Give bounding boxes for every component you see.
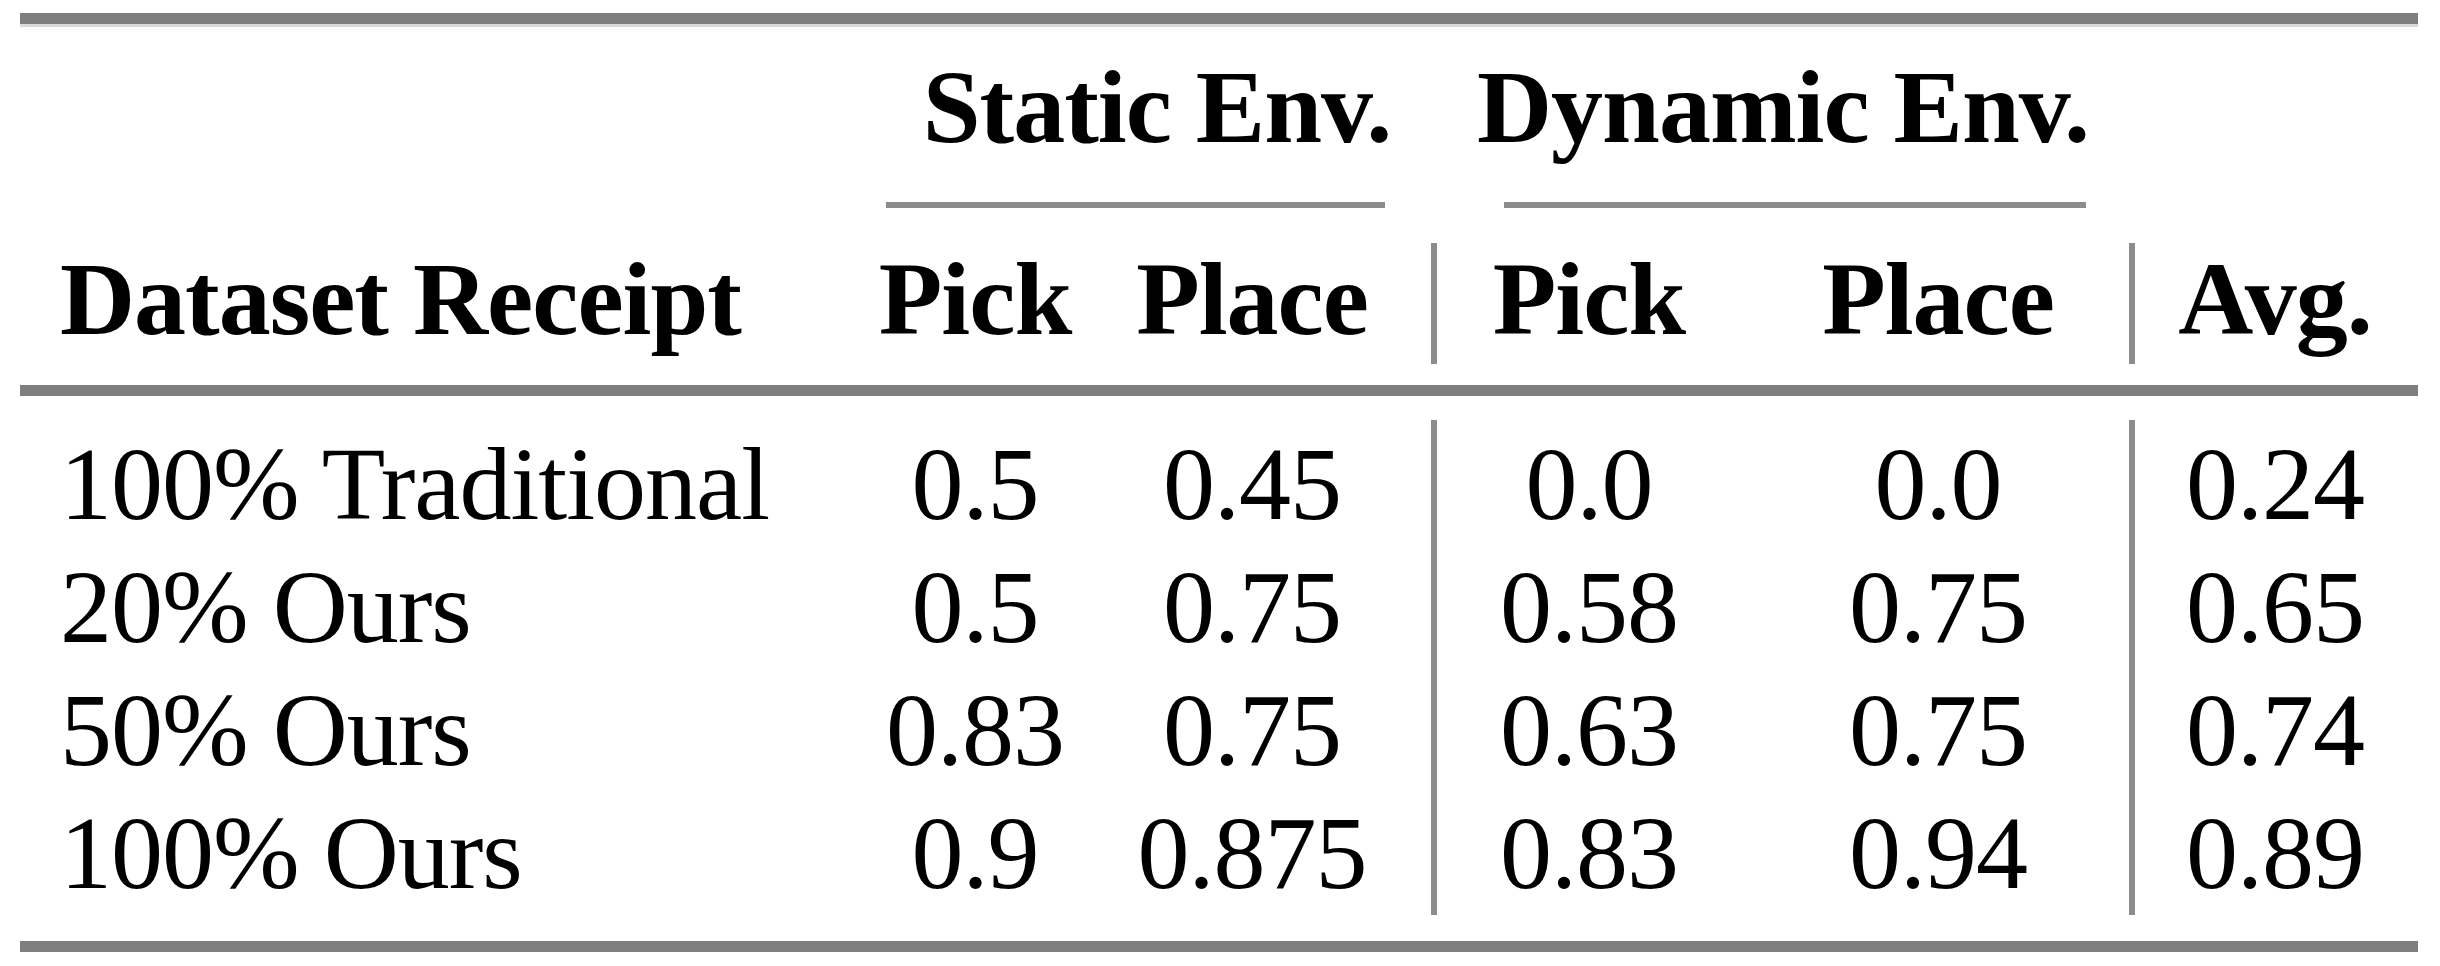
column-header-dynamic-pick: Pick: [1434, 212, 1744, 385]
table-row: 100% Ours 0.9 0.875 0.83 0.94 0.89: [20, 791, 2418, 914]
cell-static-pick: 0.5: [880, 422, 1070, 545]
cell-static-pick: 0.5: [880, 545, 1070, 668]
dynamic-env-underline: [1504, 202, 2086, 208]
cell-static-pick: 0.9: [880, 791, 1070, 914]
column-group-row: Static Env. Dynamic Env.: [20, 24, 2418, 200]
table-body: 100% Traditional 0.5 0.45 0.0 0.0 0.24 2…: [20, 396, 2418, 914]
cell-dynamic-place: 0.75: [1744, 668, 2132, 791]
row-label: 100% Ours: [20, 791, 880, 914]
cell-avg: 0.65: [2132, 545, 2418, 668]
cmidrule-row: [20, 200, 2418, 212]
column-header-avg: Avg.: [2132, 212, 2418, 385]
table-row: 50% Ours 0.83 0.75 0.63 0.75 0.74: [20, 668, 2418, 791]
cell-static-place: 0.875: [1070, 791, 1434, 914]
cell-avg: 0.24: [2132, 422, 2418, 545]
table-bottom-rule: [20, 941, 2418, 952]
cell-dynamic-pick: 0.58: [1434, 545, 1744, 668]
cell-avg: 0.74: [2132, 668, 2418, 791]
table-row: 100% Traditional 0.5 0.45 0.0 0.0 0.24: [20, 422, 2418, 545]
empty-avg-cell: [2132, 24, 2418, 200]
column-header-dynamic-place: Place: [1744, 212, 2132, 385]
results-table: Static Env. Dynamic Env. Dataset Receipt…: [0, 0, 2440, 966]
cell-static-place: 0.75: [1070, 545, 1434, 668]
row-label: 50% Ours: [20, 668, 880, 791]
cell-dynamic-place: 0.0: [1744, 422, 2132, 545]
column-header-static-place: Place: [1070, 212, 1434, 385]
cell-static-place: 0.45: [1070, 422, 1434, 545]
column-header-static-pick: Pick: [880, 212, 1070, 385]
header-rule-gap: [20, 385, 2418, 396]
cell-avg: 0.89: [2132, 791, 2418, 914]
cell-static-place: 0.75: [1070, 668, 1434, 791]
column-header-dataset-receipt: Dataset Receipt: [20, 212, 880, 385]
static-env-underline: [886, 202, 1385, 208]
empty-corner-cell: [20, 24, 880, 200]
cell-dynamic-pick: 0.0: [1434, 422, 1744, 545]
table-content: Static Env. Dynamic Env. Dataset Receipt…: [20, 24, 2418, 914]
column-group-static-env: Static Env.: [880, 24, 1434, 200]
row-label: 100% Traditional: [20, 422, 880, 545]
cell-dynamic-place: 0.75: [1744, 545, 2132, 668]
row-label: 20% Ours: [20, 545, 880, 668]
cell-static-pick: 0.83: [880, 668, 1070, 791]
table-row: 20% Ours 0.5 0.75 0.58 0.75 0.65: [20, 545, 2418, 668]
cell-dynamic-pick: 0.83: [1434, 791, 1744, 914]
cell-dynamic-pick: 0.63: [1434, 668, 1744, 791]
column-header-row: Dataset Receipt Pick Place Pick Place Av…: [20, 212, 2418, 385]
table-top-rule: [20, 13, 2418, 24]
cell-dynamic-place: 0.94: [1744, 791, 2132, 914]
column-group-dynamic-env: Dynamic Env.: [1434, 24, 2132, 200]
